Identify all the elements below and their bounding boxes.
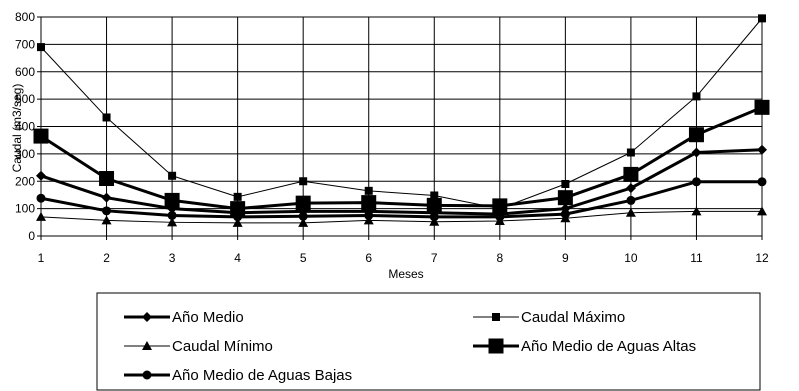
data-point-ano-medio-de-aguas-altas xyxy=(427,198,442,213)
x-tick-label: 9 xyxy=(562,251,569,265)
y-tick-label: 600 xyxy=(15,65,35,79)
data-point-ano-medio-de-aguas-altas xyxy=(558,190,573,205)
data-point-ano-medio-de-aguas-bajas xyxy=(299,212,308,221)
x-tick-label: 6 xyxy=(365,251,372,265)
series-line-caudal-maximo xyxy=(41,18,762,208)
data-point-ano-medio-de-aguas-bajas xyxy=(430,212,439,221)
x-tick-labels: 1 2 3 4 5 6 7 8 9 10 11 12 xyxy=(38,251,769,265)
axes xyxy=(37,17,762,240)
data-point-caudal-maximo xyxy=(168,172,176,180)
data-point-ano-medio-de-aguas-altas xyxy=(623,167,638,182)
x-tick-label: 12 xyxy=(755,251,769,265)
data-point-caudal-maximo xyxy=(627,149,635,157)
data-point-caudal-maximo xyxy=(234,193,242,201)
y-tick-label: 100 xyxy=(15,202,35,216)
x-tick-label: 4 xyxy=(234,251,241,265)
data-point-caudal-minimo xyxy=(691,206,701,215)
legend-label: Año Medio de Aguas Bajas xyxy=(172,367,352,384)
data-point-ano-medio-de-aguas-bajas xyxy=(364,211,373,220)
data-point-ano-medio-de-aguas-bajas xyxy=(692,177,701,186)
data-point-ano-medio-de-aguas-altas xyxy=(361,195,376,210)
data-point-ano-medio-de-aguas-bajas xyxy=(626,196,635,205)
y-tick-label: 800 xyxy=(15,10,35,24)
legend-marker xyxy=(143,371,152,380)
x-tick-label: 2 xyxy=(103,251,110,265)
y-tick-label: 200 xyxy=(15,174,35,188)
data-point-ano-medio-de-aguas-bajas xyxy=(168,211,177,220)
data-point-ano-medio-de-aguas-altas xyxy=(689,127,704,142)
legend-label: Caudal Mínimo xyxy=(172,338,273,355)
legend: Año Medio Caudal Máximo Caudal Mínimo Año M… xyxy=(97,293,760,390)
data-point-caudal-maximo xyxy=(561,180,569,188)
data-point-ano-medio-de-aguas-altas xyxy=(296,196,311,211)
x-tick-label: 11 xyxy=(690,251,703,265)
series-lines xyxy=(41,18,762,222)
y-axis-title: Caudal (m3/seg) xyxy=(10,84,24,173)
legend-label: Año Medio xyxy=(172,309,244,326)
x-axis-title: Meses xyxy=(388,267,423,281)
data-point-ano-medio-de-aguas-altas xyxy=(165,193,180,208)
y-tick-label: 700 xyxy=(15,37,35,51)
data-point-ano-medio-de-aguas-bajas xyxy=(561,210,570,219)
data-point-ano-medio-de-aguas-altas xyxy=(492,198,507,213)
legend-label: Caudal Máximo xyxy=(521,309,625,326)
x-tick-label: 7 xyxy=(431,251,438,265)
y-tick-label: 0 xyxy=(28,229,35,243)
x-tick-label: 8 xyxy=(496,251,503,265)
data-point-ano-medio-de-aguas-bajas xyxy=(233,212,242,221)
data-point-caudal-maximo xyxy=(692,92,700,100)
data-point-ano-medio-de-aguas-altas xyxy=(99,171,114,186)
data-point-ano-medio-de-aguas-bajas xyxy=(102,206,111,215)
data-point-caudal-maximo xyxy=(365,187,373,195)
x-tick-label: 3 xyxy=(169,251,176,265)
data-point-ano-medio-de-aguas-bajas xyxy=(495,212,504,221)
x-tick-label: 5 xyxy=(300,251,307,265)
series-markers xyxy=(34,14,770,226)
x-tick-label: 1 xyxy=(38,251,45,265)
data-point-caudal-maximo xyxy=(299,177,307,185)
data-point-caudal-maximo xyxy=(103,113,111,121)
x-tick-label: 10 xyxy=(624,251,638,265)
legend-label: Año Medio de Aguas Altas xyxy=(521,338,696,355)
legend-marker xyxy=(492,313,500,321)
legend-marker xyxy=(489,339,504,354)
data-point-ano-medio xyxy=(102,193,112,203)
